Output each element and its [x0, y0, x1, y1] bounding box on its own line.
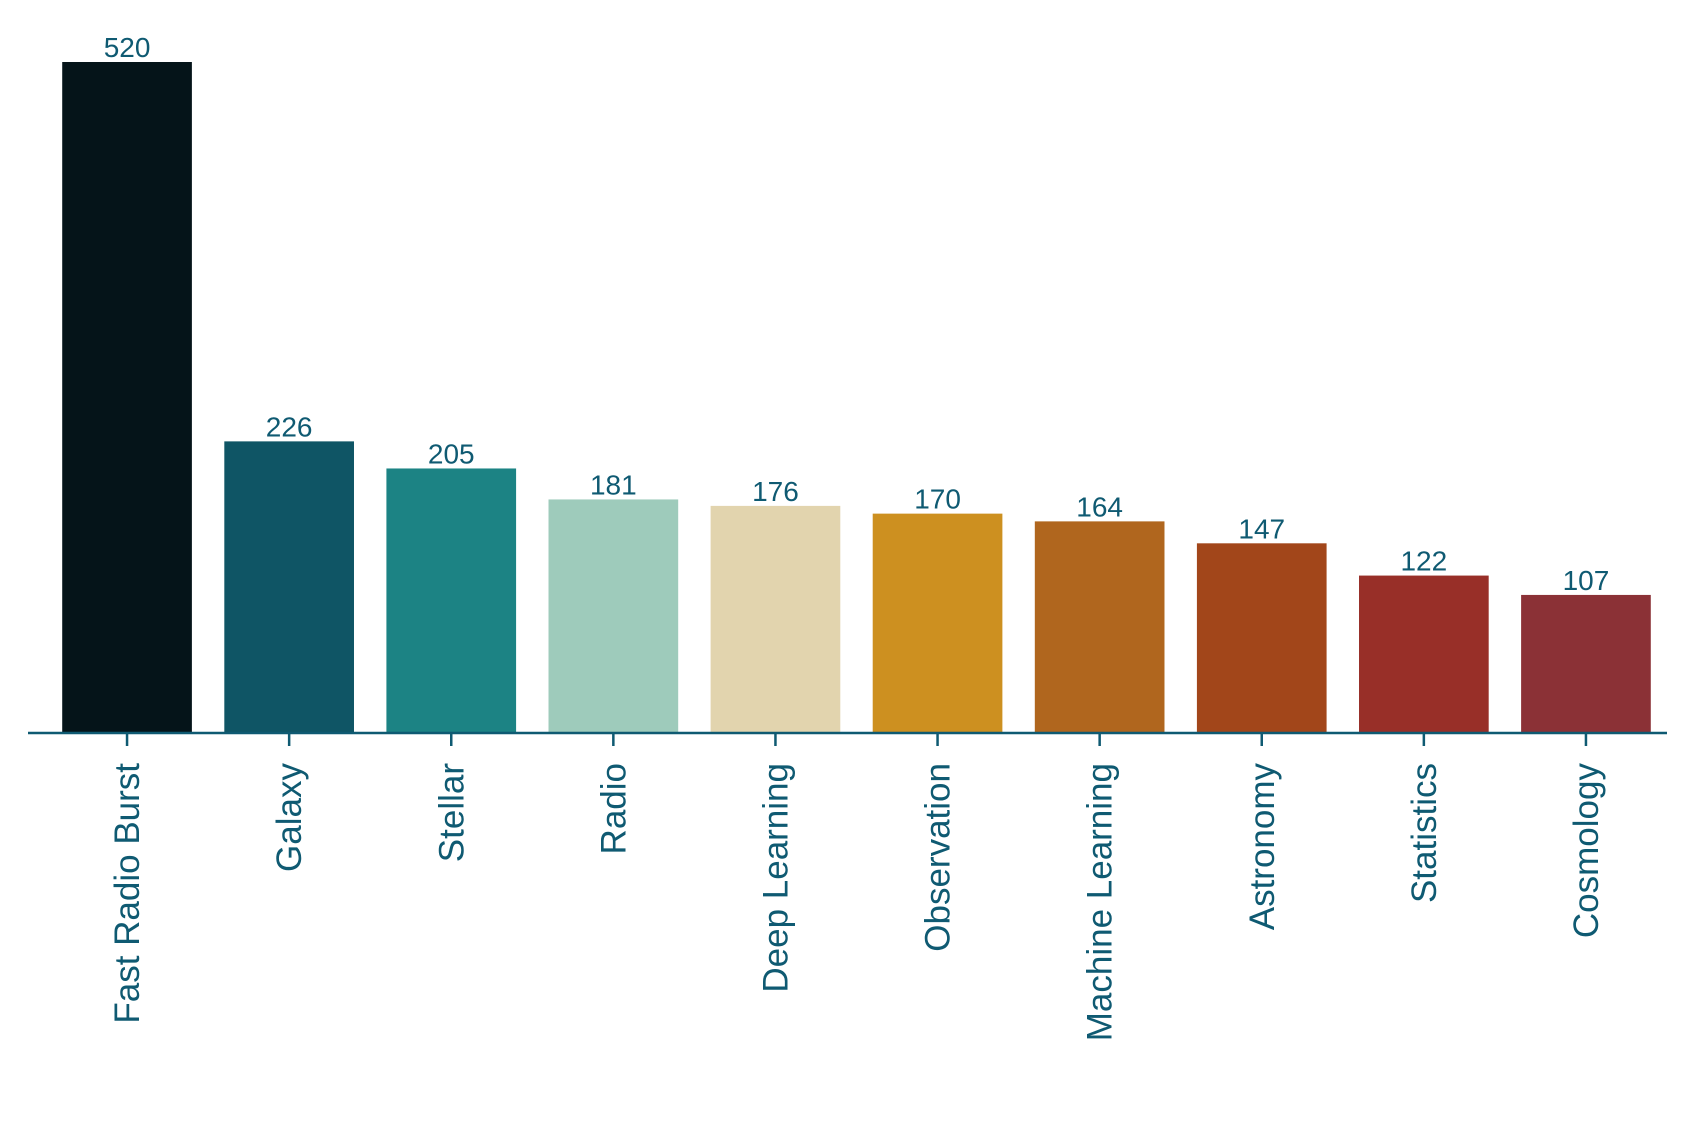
bars-layer	[62, 62, 1651, 733]
bar-value-label: 181	[590, 469, 637, 500]
x-tick-label: Fast Radio Burst	[108, 763, 147, 1024]
value-labels-layer: 520 226 205 181 176 170 164 147 122 107	[104, 32, 1610, 596]
bar	[224, 441, 354, 733]
bar	[710, 505, 841, 733]
bar	[1521, 594, 1651, 733]
x-ticks-layer	[125, 733, 1588, 746]
bar-value-label: 147	[1238, 513, 1285, 544]
x-tick-label: Machine Learning	[1081, 763, 1120, 1041]
bar-value-label: 164	[1076, 491, 1123, 522]
x-tick-label: Statistics	[1405, 763, 1444, 903]
x-tick-label: Cosmology	[1567, 763, 1606, 939]
bar-value-label: 205	[428, 438, 475, 469]
bar	[872, 513, 1003, 733]
x-tick-label: Astronomy	[1243, 763, 1282, 931]
bar	[548, 499, 679, 733]
bar-value-label: 226	[266, 411, 313, 442]
bar	[1359, 575, 1489, 733]
bar-value-label: 107	[1563, 565, 1610, 596]
bar	[1034, 521, 1165, 733]
bar-value-label: 520	[104, 32, 151, 63]
bar-value-label: 176	[752, 476, 799, 507]
x-tick-label: Radio	[594, 763, 633, 854]
bar	[1196, 543, 1327, 733]
x-tick-labels-layer: Fast Radio Burst Galaxy Stellar Radio Deep L…	[108, 763, 1606, 1042]
x-tick-label: Galaxy	[270, 763, 309, 872]
x-tick-label: Deep Learning	[756, 763, 795, 993]
x-tick-label: Observation	[919, 763, 958, 952]
bar	[386, 468, 517, 733]
bar-value-label: 122	[1400, 546, 1447, 577]
x-tick-label: Stellar	[432, 763, 471, 863]
bar	[62, 62, 192, 733]
bar-value-label: 170	[914, 484, 961, 515]
